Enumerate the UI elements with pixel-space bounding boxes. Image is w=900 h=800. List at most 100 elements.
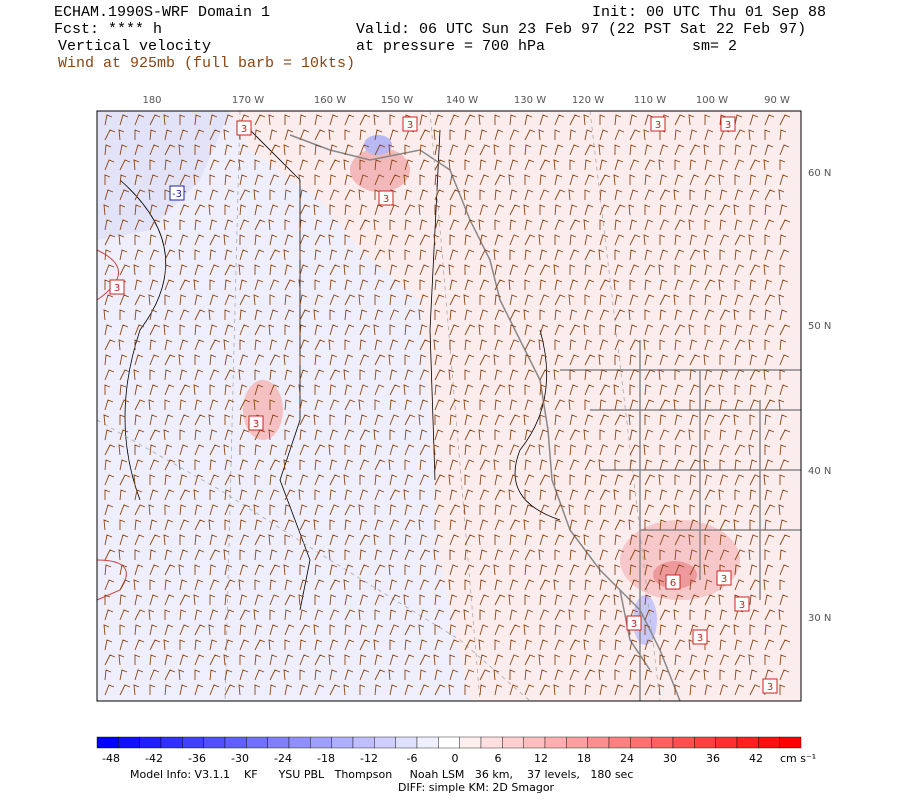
colorbar-unit: cm s⁻¹ [780,752,816,765]
contour-label-box [650,116,666,132]
colorbar-swatch [715,736,738,749]
lon-label: 140 W [446,95,478,106]
contour [119,129,561,611]
header-text: Vertical velocity [58,38,211,55]
contour-label-box [665,574,681,590]
colorbar-label: -30 [231,752,249,765]
lon-label: 110 W [634,95,666,106]
colorbar-swatch [459,736,482,749]
contour-label: 3 [383,194,389,205]
colorbar-label: 0 [452,752,459,765]
contour-label: 3 [114,283,120,294]
colorbar-label: 6 [495,752,502,765]
lat-label: 40 N [808,466,831,477]
colorbar-swatch [694,736,716,749]
lon-label: 90 W [764,95,790,106]
colorbar-swatch [779,736,802,749]
contour-label-box [236,120,252,136]
colorbar-swatch [630,736,652,749]
colorbar-swatch [246,736,268,749]
footer-text: Model Info: V3.1.1 KF YSU PBL Thompson N… [130,768,633,781]
contour-label: 3 [631,619,637,630]
colorbar-label: -48 [102,752,120,765]
contour-label: 3 [407,120,413,131]
colorbar-label: 42 [749,752,763,765]
colorbar-swatch [416,736,439,749]
colorbar-swatch [566,736,588,749]
colorbar-label: 30 [663,752,677,765]
colorbar-label: -36 [188,752,206,765]
colorbar-swatch [544,736,567,749]
contour-label: 3 [739,600,745,611]
colorbar-swatch [96,736,119,749]
lon-label: 130 W [514,95,546,106]
colorbar-swatch [758,736,780,749]
colorbar-swatch [224,736,247,749]
contour-label-box [720,116,736,132]
colorbar-swatch [331,736,354,749]
lon-label: 120 W [572,95,604,106]
map-frame [96,110,802,702]
colorbar-swatch [310,736,332,749]
contour-label-box [402,116,418,132]
contour-label: 3 [725,120,731,131]
header-text: Wind at 925mb (full barb = 10kts) [58,55,355,72]
colorbar-swatch [523,736,546,749]
colorbar-swatch [672,736,695,749]
negative-region [97,111,230,240]
colorbar-label: 36 [706,752,720,765]
colorbar-label: 18 [577,752,591,765]
colorbar-label: -24 [274,752,292,765]
colorbar-swatch [352,736,375,749]
contour-label: 3 [767,682,773,693]
colorbar-swatch [182,736,204,749]
contour-label-box [762,678,778,694]
colorbar-label: -12 [360,752,378,765]
colorbar-swatch [139,736,162,749]
colorbar-label: 24 [620,752,634,765]
contour-label-box [626,615,642,631]
footer-text: DIFF: simple KM: 2D Smagor [398,781,555,794]
colorbar-swatch [118,736,140,749]
lat-label: 60 N [808,168,831,179]
contour-label: 3 [241,124,247,135]
colorbar-swatch [587,736,610,749]
contour-label-box [378,190,394,206]
contour-label: 3 [721,574,727,585]
map: 3 3 3 3 -3 3 3 3 6 3 3 3 3 3 [96,110,802,702]
contour-label: 6 [670,578,676,589]
colorbar-swatch [160,736,183,749]
colorbar-swatch [438,736,460,749]
contour-label: 3 [655,120,661,131]
contour-label-box [692,629,708,645]
colorbar-swatch [203,736,226,749]
lon-label: 160 W [314,95,346,106]
contour-label-box [109,279,125,295]
colorbar-swatch [374,736,396,749]
colorbar-swatch [736,736,759,749]
colorbar-label: -42 [145,752,163,765]
contour-label-box [734,596,750,612]
lon-label: 100 W [696,95,728,106]
wind-barbs [103,114,791,696]
lon-label: 150 W [381,95,413,106]
header-text: Init: 00 UTC Thu 01 Sep 88 [592,4,826,21]
lat-label: 30 N [808,613,831,624]
lat-label: 50 N [808,321,831,332]
contour-label-box [248,415,264,431]
header-text: ECHAM.1990S-WRF Domain 1 [54,4,270,21]
header-text: sm= 2 [692,38,737,55]
colorbar-swatch [651,736,674,749]
colorbar-swatch [395,736,418,749]
contour-label: 3 [253,419,259,430]
contour-label: 3 [697,633,703,644]
colorbar-swatch [288,736,311,749]
colorbar-label: -6 [407,752,418,765]
colorbar-label: 12 [534,752,548,765]
lon-label: 180 [142,95,161,106]
lon-label: 170 W [232,95,264,106]
colorbar-swatch [608,736,631,749]
contour-label: -3 [172,189,182,200]
colorbar-swatch [267,736,290,749]
